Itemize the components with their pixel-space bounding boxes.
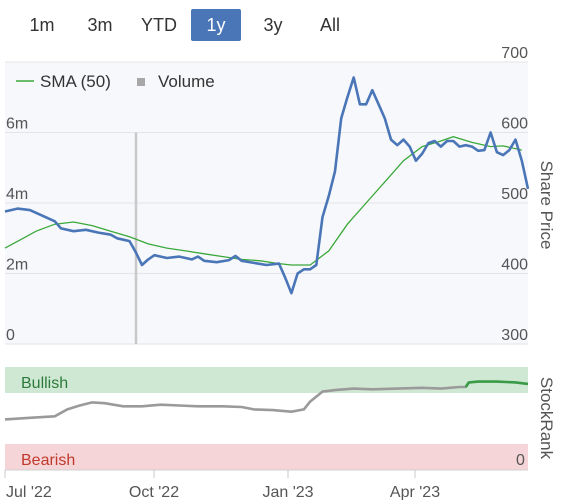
range-button-1y[interactable]: 1y bbox=[191, 9, 241, 41]
sma-legend-label[interactable]: SMA (50) bbox=[40, 72, 111, 91]
x-tick-label: Jul '22 bbox=[6, 484, 52, 500]
volume-legend-swatch bbox=[137, 78, 145, 86]
range-button-3y[interactable]: 3y bbox=[263, 15, 283, 35]
share-price-axis-title: Share Price bbox=[537, 161, 556, 250]
x-axis-ticks: Jul '22 Oct '22 Jan '23 Apr '23 bbox=[4, 470, 440, 500]
price-tick-label: 500 bbox=[501, 186, 528, 203]
volume-bar bbox=[134, 132, 138, 344]
rank-zero-label: 0 bbox=[516, 452, 525, 469]
x-tick-label: Jan '23 bbox=[262, 484, 313, 500]
volume-bars bbox=[134, 132, 138, 344]
volume-tick-label: 2m bbox=[6, 257, 28, 274]
stockrank-bullish-segment bbox=[464, 380, 529, 388]
price-grid bbox=[5, 61, 528, 345]
stockrank-line bbox=[4, 381, 470, 421]
price-axis-ticks: 300 400 500 600 700 bbox=[501, 45, 528, 344]
range-selector: 1m 3m YTD 1y 3y All bbox=[0, 0, 575, 44]
volume-tick-label: 4m bbox=[6, 186, 28, 203]
x-tick-label: Oct '22 bbox=[129, 484, 179, 500]
price-tick-label: 600 bbox=[501, 116, 528, 133]
range-button-ytd[interactable]: YTD bbox=[141, 15, 177, 35]
sma-line bbox=[4, 136, 522, 266]
price-tick-label: 700 bbox=[501, 45, 528, 62]
price-line bbox=[4, 76, 530, 295]
price-tick-label: 400 bbox=[501, 257, 528, 274]
volume-tick-label: 0 bbox=[6, 327, 15, 344]
bullish-label: Bullish bbox=[21, 375, 68, 392]
x-tick-label: Apr '23 bbox=[390, 484, 440, 500]
range-button-all[interactable]: All bbox=[319, 15, 340, 35]
bearish-band bbox=[5, 444, 528, 470]
bearish-label: Bearish bbox=[21, 452, 75, 469]
range-button-3m[interactable]: 3m bbox=[87, 15, 113, 35]
price-tick-label: 300 bbox=[501, 327, 528, 344]
stockrank-axis-title: StockRank bbox=[537, 377, 556, 460]
range-button-1m[interactable]: 1m bbox=[29, 15, 55, 35]
volume-axis-ticks: 0 2m 4m 6m bbox=[6, 116, 28, 345]
volume-tick-label: 6m bbox=[6, 116, 28, 133]
volume-legend-label[interactable]: Volume bbox=[158, 72, 215, 91]
